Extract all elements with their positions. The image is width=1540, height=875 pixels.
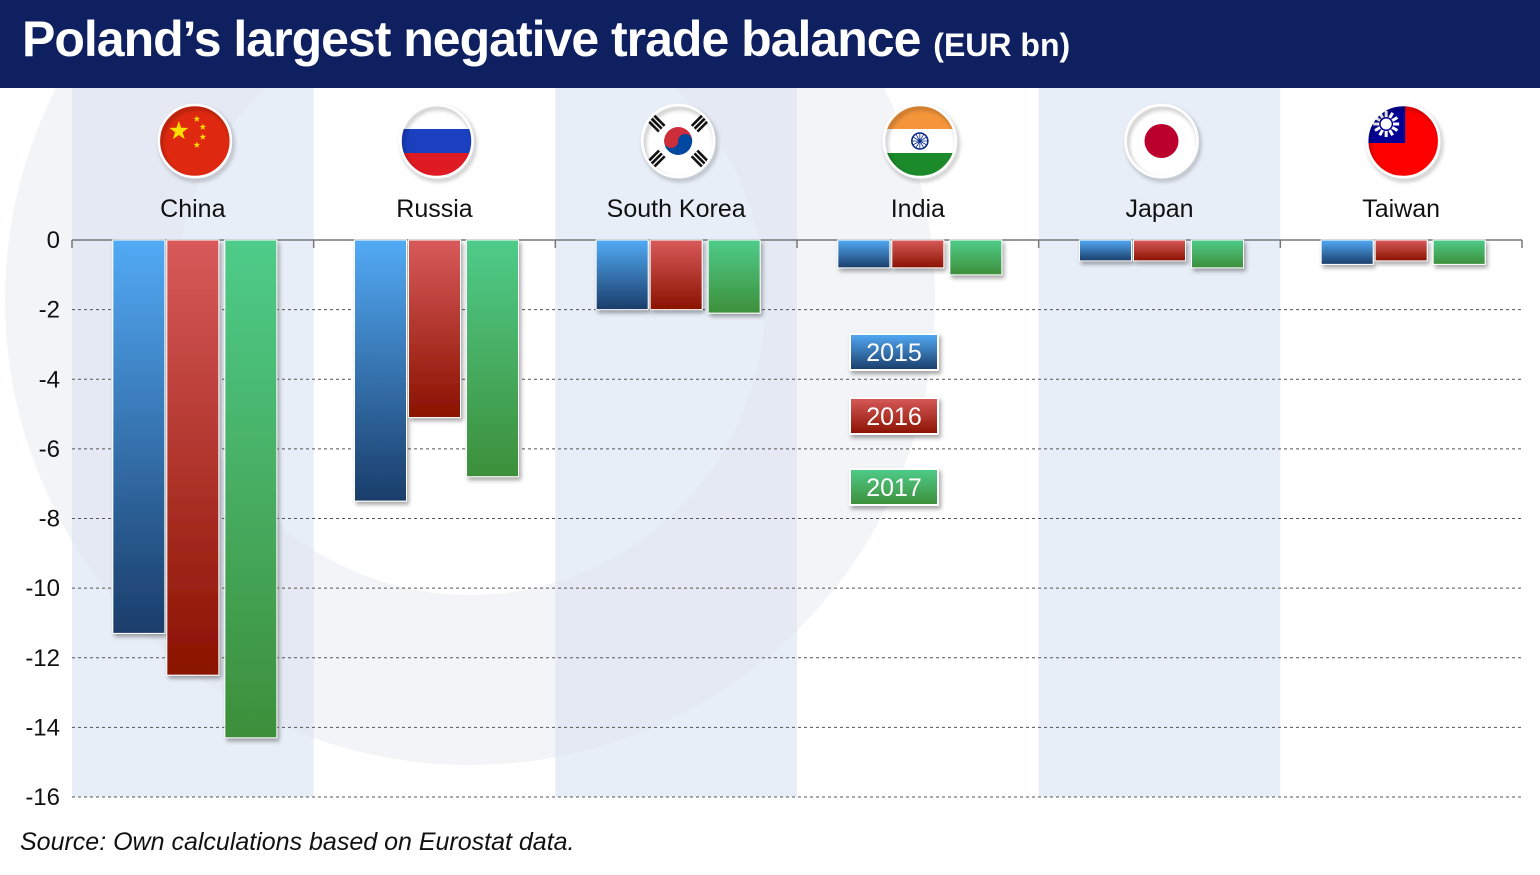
y-tick-label: 0	[47, 227, 60, 254]
y-tick-label: -6	[39, 436, 60, 463]
y-tick-label: -12	[25, 645, 60, 672]
taiwan-flag-icon	[1365, 103, 1441, 179]
bar-2016-china	[166, 239, 220, 676]
legend-label: 2017	[866, 474, 922, 502]
bar-2015-china	[112, 239, 166, 634]
legend-swatch	[849, 468, 939, 506]
title-text: Poland’s largest negative trade balance	[22, 11, 921, 67]
y-tick-label: -16	[25, 784, 60, 811]
bar-2017-taiwan	[1432, 239, 1486, 265]
bar-2015-taiwan	[1320, 239, 1374, 265]
bar-2017-japan	[1191, 239, 1244, 269]
bar-2015-russia	[354, 239, 407, 502]
legend-item-2015: 2015	[849, 333, 939, 371]
y-tick-label: -8	[39, 506, 60, 533]
japan-flag-icon	[1124, 103, 1199, 179]
china-flag-icon	[157, 103, 233, 179]
bar-2017-south-korea	[707, 239, 761, 314]
category-label: Taiwan	[1362, 195, 1440, 223]
bar-2015-japan	[1079, 239, 1132, 262]
category-label: India	[891, 195, 945, 223]
category-band	[555, 88, 797, 797]
bar-2015-south-korea	[595, 239, 649, 311]
legend-item-2016: 2016	[849, 397, 939, 435]
bar-2016-japan	[1133, 239, 1186, 262]
legend-swatch	[849, 397, 939, 435]
category-label: Russia	[396, 195, 473, 223]
title-bar: Poland’s largest negative trade balance …	[0, 0, 1540, 88]
category-label: Japan	[1125, 195, 1193, 223]
bar-2017-china	[224, 239, 278, 739]
bar-2016-taiwan	[1374, 239, 1428, 262]
russia-flag-icon	[399, 103, 474, 179]
bar-2016-india	[891, 239, 945, 269]
category-label: South Korea	[607, 195, 746, 223]
india-flag-icon	[882, 103, 958, 179]
south-korea-flag-icon	[640, 103, 716, 179]
y-tick-label: -14	[25, 714, 60, 741]
y-tick-label: -2	[39, 297, 60, 324]
bar-2015-india	[837, 239, 891, 269]
bar-2016-south-korea	[649, 239, 703, 311]
y-tick-label: -10	[25, 575, 60, 602]
legend-label: 2016	[866, 403, 922, 431]
legend-swatch	[849, 333, 939, 371]
category-label: China	[160, 195, 225, 223]
legend-item-2017: 2017	[849, 468, 939, 506]
bar-2016-russia	[408, 239, 461, 419]
source-note: Source: Own calculations based on Eurost…	[20, 828, 575, 856]
y-tick-label: -4	[39, 366, 60, 393]
watermark-circle	[5, 88, 935, 765]
legend-label: 2015	[866, 339, 922, 367]
bar-2017-india	[949, 239, 1003, 276]
category-band	[1038, 88, 1281, 797]
title-unit: (EUR bn)	[933, 27, 1071, 63]
chart-title: Poland’s largest negative trade balance …	[22, 10, 1070, 68]
chart-area: 0 -2 -4 -6 -8 -10 -12 -14 -16 China Russia South Ko…	[5, 88, 1523, 811]
bar-2017-russia	[466, 239, 519, 478]
